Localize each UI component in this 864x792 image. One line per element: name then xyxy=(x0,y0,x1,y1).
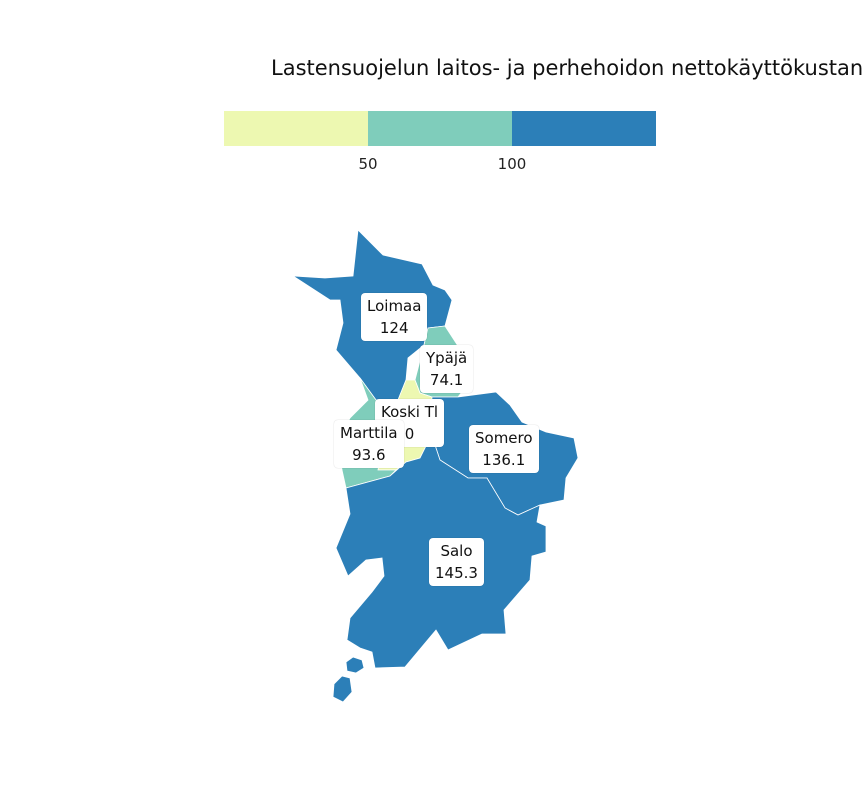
legend-swatch-high xyxy=(512,111,656,146)
label-ypaja: Ypäjä 74.1 xyxy=(420,345,474,393)
label-marttila: Marttila 93.6 xyxy=(334,420,404,468)
label-marttila-name: Marttila xyxy=(340,424,398,442)
label-somero-value: 136.1 xyxy=(482,451,526,469)
label-salo: Salo 145.3 xyxy=(429,538,484,586)
label-somero: Somero 136.1 xyxy=(469,425,539,473)
map-title: Lastensuojelun laitos- ja perhehoidon ne… xyxy=(271,56,864,80)
label-salo-name: Salo xyxy=(440,542,473,560)
label-koski-value: 0 xyxy=(404,425,415,443)
color-legend xyxy=(224,111,656,146)
label-loimaa-name: Loimaa xyxy=(367,297,422,315)
label-ypaja-value: 74.1 xyxy=(429,371,464,389)
label-loimaa-value: 124 xyxy=(379,319,409,337)
label-salo-value: 145.3 xyxy=(435,564,478,582)
legend-swatch-mid xyxy=(368,111,512,146)
label-koski-name: Koski Tl xyxy=(381,403,439,421)
label-ypaja-name: Ypäjä xyxy=(426,349,468,367)
label-marttila-value: 93.6 xyxy=(352,446,386,464)
label-somero-name: Somero xyxy=(475,429,533,447)
legend-tick-100: 100 xyxy=(497,155,527,173)
legend-swatch-low xyxy=(224,111,368,146)
region-salo-island-2[interactable] xyxy=(332,675,353,703)
region-salo-island-1[interactable] xyxy=(345,656,365,674)
label-loimaa: Loimaa 124 xyxy=(361,293,428,341)
legend-tick-50: 50 xyxy=(358,155,378,173)
